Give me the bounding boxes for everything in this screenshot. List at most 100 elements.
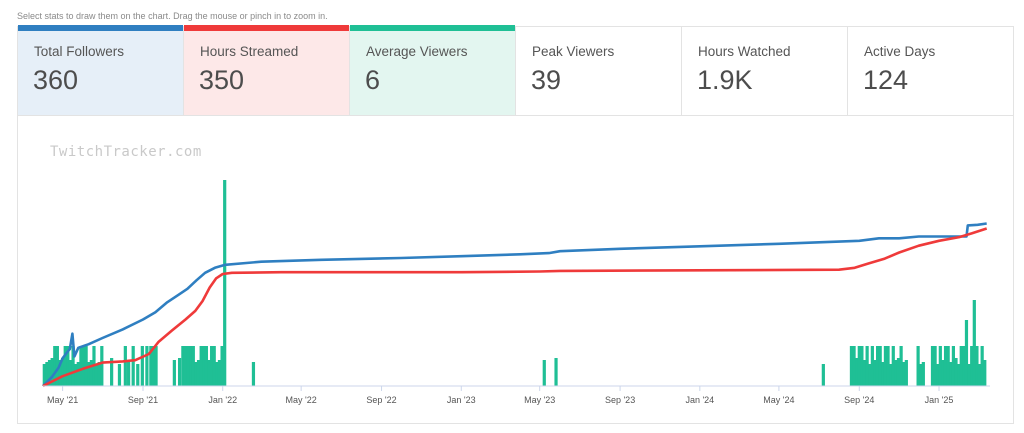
stat-label: Peak Viewers: [532, 44, 615, 59]
avg-viewers-bar: [131, 346, 135, 386]
stat-tab-color-bar: [350, 25, 515, 31]
chart-svg[interactable]: May '21 Sep '21 Jan '22 May '22 Sep '22 Jan '…: [18, 116, 1015, 424]
avg-viewers-bar: [194, 362, 198, 386]
avg-viewers-bar: [140, 346, 144, 386]
stat-value: 1.9K: [697, 65, 753, 95]
avg-viewers-bar: [883, 346, 888, 386]
avg-viewers-bar: [957, 364, 961, 386]
avg-viewers-bar: [889, 364, 893, 386]
avg-viewers-bar: [919, 364, 923, 386]
series-line-total-followers: [42, 222, 987, 387]
avg-viewers-bar: [87, 362, 91, 386]
x-axis-tick-label: May '24: [763, 395, 794, 405]
x-axis-tick-label: May '23: [524, 395, 555, 405]
avg-viewers-bar: [964, 320, 969, 386]
avg-viewers-bar: [983, 360, 987, 386]
avg-viewers-bar: [76, 362, 80, 386]
stat-tab-peak-viewers[interactable]: Peak Viewers 39: [516, 27, 682, 115]
stat-label: Hours Streamed: [200, 44, 299, 59]
x-axis-tick-label: Sep '22: [366, 395, 396, 405]
stat-tab-hours-watched[interactable]: Hours Watched 1.9K: [682, 27, 848, 115]
stat-value: 360: [33, 65, 79, 95]
stat-tab-average-viewers[interactable]: Average Viewers 6: [350, 25, 516, 115]
avg-viewers-bar: [199, 346, 203, 386]
avg-viewers-bar: [45, 362, 49, 386]
avg-viewers-bar: [954, 358, 958, 386]
x-axis-tick-label: Jan '23: [447, 395, 476, 405]
avg-viewers-bar: [542, 360, 546, 386]
avg-viewers-bar: [89, 360, 93, 386]
avg-viewers-bar: [215, 362, 219, 386]
avg-viewers-bar: [79, 346, 83, 386]
avg-viewers-bar: [127, 360, 131, 386]
avg-viewers-bar: [100, 346, 104, 386]
avg-viewers-bar: [875, 346, 880, 386]
avg-viewers-bar: [951, 346, 956, 386]
avg-viewers-bar: [50, 358, 54, 386]
avg-viewers-bar: [860, 346, 864, 386]
x-axis-tick-label: Jan '24: [685, 395, 714, 405]
avg-viewers-bar: [204, 346, 208, 386]
avg-viewers-bar: [975, 346, 979, 386]
avg-viewers-bar: [936, 364, 940, 386]
stat-value: 124: [863, 65, 909, 95]
stat-tab-hours-streamed[interactable]: Hours Streamed 350: [184, 25, 350, 115]
watermark: TwitchTracker.com: [50, 144, 202, 160]
chart-hint: Select stats to draw them on the chart. …: [17, 11, 328, 21]
avg-viewers-bar: [857, 346, 861, 386]
avg-viewers-bar: [154, 346, 158, 386]
avg-viewers-bar: [933, 346, 937, 386]
avg-viewers-bar: [916, 346, 920, 386]
avg-viewers-bar: [220, 346, 224, 386]
avg-viewers-bar: [977, 364, 982, 386]
avg-viewers-bar: [899, 346, 903, 386]
x-axis-tick-label: Sep '24: [844, 395, 874, 405]
avg-viewers-bar: [191, 346, 195, 386]
avg-viewers-bar: [868, 364, 872, 386]
avg-viewers-bar: [959, 346, 963, 386]
avg-viewers-bar: [972, 300, 976, 386]
stat-value: 350: [199, 65, 245, 95]
avg-viewers-bar: [202, 346, 206, 386]
avg-viewers-bar: [821, 364, 825, 386]
chart-area[interactable]: TwitchTracker.com May '21 Sep '21 Jan '22 M…: [17, 116, 1014, 424]
avg-viewers-bar: [873, 360, 877, 386]
avg-viewers-bar: [47, 360, 52, 386]
stat-tab-color-bar: [18, 25, 183, 31]
avg-viewers-bar: [110, 358, 114, 386]
avg-viewers-bar: [84, 346, 88, 386]
avg-viewers-bar: [94, 364, 99, 386]
avg-viewers-bar: [251, 362, 256, 386]
avg-viewers-bar: [181, 346, 185, 386]
stat-tab-color-bar: [184, 25, 349, 31]
avg-viewers-bar: [896, 358, 901, 386]
x-axis-tick-label: Jan '25: [925, 395, 954, 405]
series-line-hours-streamed: [42, 227, 988, 388]
avg-viewers-bar: [904, 360, 908, 386]
avg-viewers-bar: [849, 346, 854, 386]
avg-viewers-bar: [123, 346, 127, 386]
avg-viewers-bar: [930, 346, 935, 386]
avg-viewers-bar: [53, 346, 57, 386]
avg-viewers-bar: [81, 346, 86, 386]
stat-value: 6: [365, 65, 381, 95]
avg-viewers-bar: [962, 346, 966, 386]
avg-viewers-bar: [946, 346, 950, 386]
avg-viewers-bar: [862, 360, 867, 386]
avg-viewers-bar: [894, 360, 898, 386]
avg-viewers-bar: [852, 346, 856, 386]
stat-value: 39: [531, 65, 562, 95]
avg-viewers-bar: [172, 360, 176, 386]
avg-viewers-bar: [210, 346, 214, 386]
avg-viewers-bar: [870, 346, 874, 386]
avg-viewers-bar: [938, 346, 942, 386]
avg-viewers-bar: [183, 346, 188, 386]
avg-viewers-bar: [217, 360, 222, 386]
avg-viewers-bar: [61, 358, 65, 386]
avg-viewers-bar: [902, 362, 906, 386]
avg-viewers-bar: [189, 346, 193, 386]
avg-viewers-bar: [207, 360, 211, 386]
stat-tab-active-days[interactable]: Active Days 124: [848, 27, 1013, 115]
avg-viewers-bar: [74, 364, 78, 386]
stat-tab-total-followers[interactable]: Total Followers 360: [18, 25, 184, 115]
